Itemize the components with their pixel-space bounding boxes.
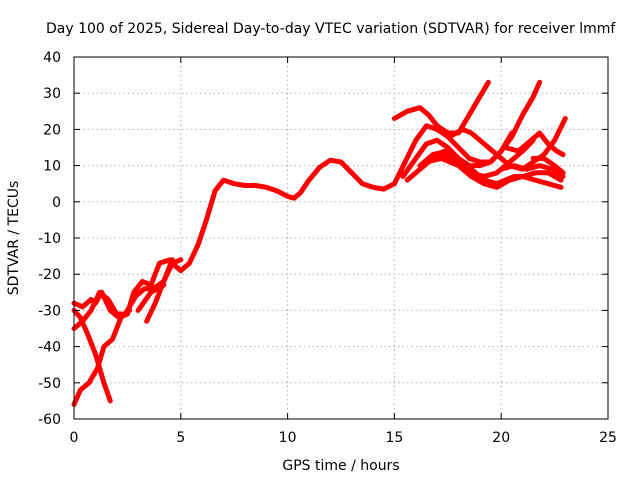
series-line-common-track [169, 157, 397, 274]
series-line-late-j [530, 155, 566, 176]
y-tick-label: -60 [38, 412, 61, 428]
y-tick-label: 10 [43, 159, 61, 175]
series-line-late-e [417, 148, 564, 187]
x-axis-label: GPS time / hours [282, 458, 399, 474]
x-tick-label: 25 [599, 430, 617, 446]
series-line-early-f [135, 282, 167, 313]
series-line-early-c [71, 257, 173, 321]
y-tick-label: 30 [43, 86, 61, 102]
series-line-early-a [71, 307, 113, 404]
series-line-late-g [434, 116, 568, 172]
series-line-late-f [423, 155, 564, 190]
y-axis-label: SDTVAR / TECUs [6, 181, 22, 296]
y-tick-label: 0 [52, 195, 61, 211]
x-tick-label: 5 [176, 430, 185, 446]
series-line-late-h [503, 130, 566, 158]
ticks [73, 56, 609, 420]
y-tick-label: 40 [43, 50, 61, 66]
series-line-early-e [144, 257, 184, 324]
x-tick-label: 10 [279, 430, 297, 446]
chart-title: Day 100 of 2025, Sidereal Day-to-day VTE… [46, 21, 616, 37]
tick-labels: 0 5 10 15 20 25 -60 -50 -40 -30 -20 -10 0 10 20 30 40 [38, 50, 617, 446]
y-tick-label: -10 [38, 231, 61, 247]
series-line-early-b [71, 307, 132, 407]
y-tick-label: -30 [38, 303, 61, 319]
y-tick-label: -20 [38, 267, 61, 283]
y-tick-label: 20 [43, 122, 61, 138]
y-tick-label: -40 [38, 340, 61, 356]
x-tick-label: 0 [70, 430, 79, 446]
y-tick-label: -50 [38, 376, 61, 392]
x-tick-label: 15 [385, 430, 403, 446]
series-line-late-a [391, 79, 491, 136]
x-tick-label: 20 [492, 430, 510, 446]
series-line-late-i [498, 163, 566, 179]
series-layer [71, 79, 568, 407]
series-line-late-b [391, 79, 543, 187]
grid [74, 57, 608, 419]
